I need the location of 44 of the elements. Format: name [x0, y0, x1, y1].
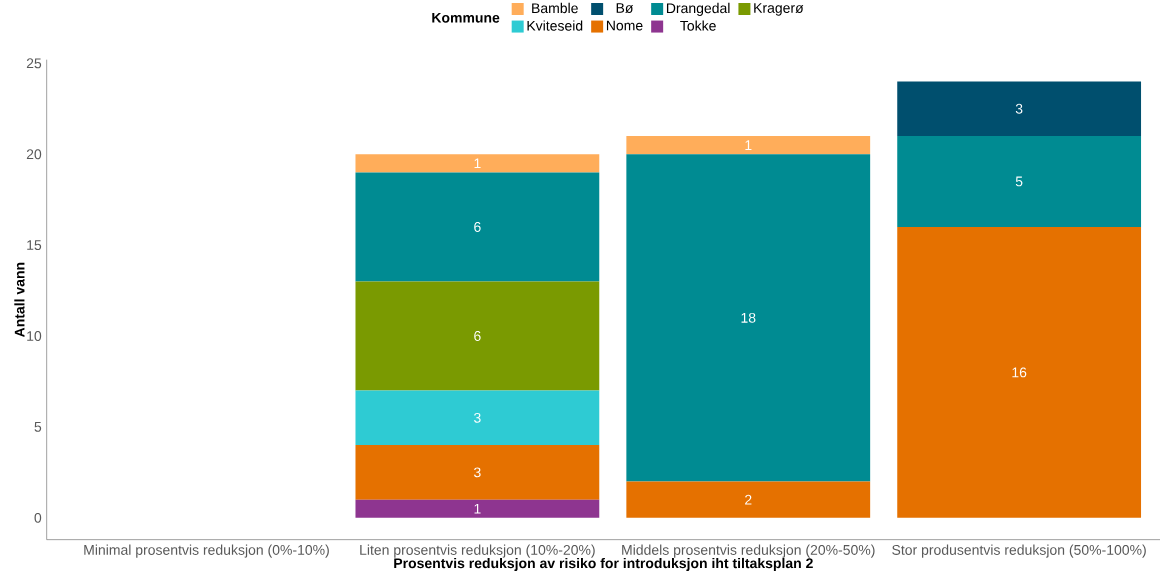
y-tick-label: 0: [34, 512, 42, 523]
y-tick-label: 15: [27, 240, 42, 250]
x-tick-label: Minimal prosentvis reduksjon (0%-10%): [84, 544, 329, 558]
legend-title: Kommune: [432, 12, 500, 23]
x-tick-label: Stor produsentvis reduksjon (50%-100%): [892, 544, 1146, 558]
data-label: 3: [1015, 103, 1023, 114]
y-tick-label: 20: [26, 149, 42, 160]
bar: [897, 81, 1142, 137]
bar: [355, 154, 600, 173]
legend-label: Tokke: [680, 20, 716, 31]
legend-label: Bamble: [532, 2, 578, 14]
data-label: 3: [474, 467, 481, 478]
data-label: 6: [474, 331, 481, 341]
bar: [626, 481, 871, 518]
data-label: 6: [474, 221, 481, 232]
bar: [626, 136, 871, 155]
data-label: 1: [745, 140, 752, 150]
legend-label: Kragerø: [754, 3, 804, 16]
x-tick-label: Liten prosentvis reduksjon (10%-20%): [360, 544, 595, 558]
y-tick-label: 25: [26, 58, 42, 69]
x-axis-title: Prosentvis reduksjon av risiko for introduksjon iht tiltaksplan 2: [394, 557, 813, 571]
x-tick-label: Middels prosentvis reduksjon (20%-50%): [622, 544, 875, 558]
data-label: 1: [474, 503, 481, 514]
y-tick-label: 10: [27, 331, 42, 341]
bar: [897, 136, 1142, 227]
bar: [626, 154, 871, 482]
data-label: 5: [1015, 176, 1023, 187]
data-label: 3: [474, 412, 481, 423]
data-label: 1: [474, 158, 481, 169]
bar: [355, 281, 600, 391]
bar: [355, 172, 600, 282]
legend-label: Nome: [606, 20, 643, 31]
y-tick-label: 5: [34, 422, 42, 432]
data-label: 18: [741, 312, 756, 323]
legend-label: Kviteseid: [527, 20, 583, 31]
data-label: 2: [745, 494, 752, 505]
bar: [897, 226, 1142, 518]
legend-label: Drangedal: [666, 2, 730, 16]
data-label: 16: [1012, 367, 1027, 378]
bar: [355, 390, 600, 446]
bar: [355, 499, 600, 518]
legend-label: Bø: [616, 3, 634, 13]
bar: [355, 445, 600, 500]
y-axis-title: Antall vann: [14, 262, 25, 338]
